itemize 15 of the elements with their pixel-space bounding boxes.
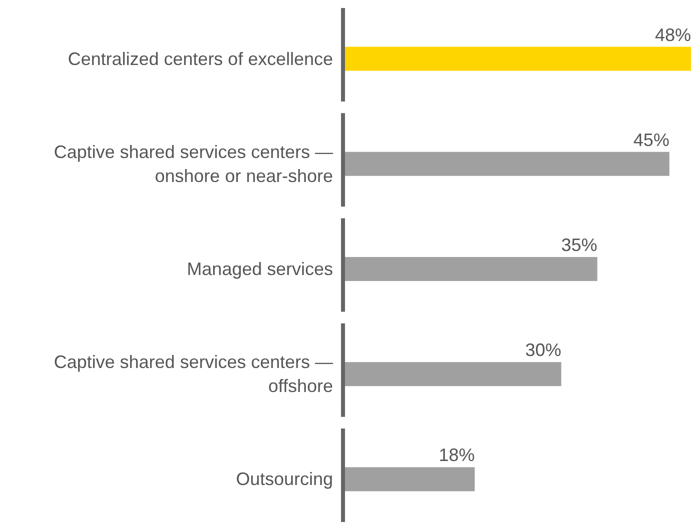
data-label: 30% — [525, 340, 562, 360]
y-tick-label: Captive shared services centers — onshore or near-shore — [54, 142, 333, 186]
data-label: 35% — [561, 235, 598, 255]
data-label: 48% — [654, 24, 691, 45]
y-tick-label: Outsourcing — [236, 469, 333, 490]
data-label: 45% — [633, 130, 670, 150]
bar — [345, 467, 475, 492]
y-tick-label: Centralized centers of excellence — [68, 48, 333, 69]
bar — [345, 362, 562, 386]
bar — [345, 46, 691, 71]
y-tick-label: Managed services — [186, 259, 333, 279]
bar — [345, 152, 670, 176]
bar — [345, 257, 598, 281]
y-tick-label: Captive shared services centers — offshore — [54, 352, 333, 396]
data-label: 18% — [438, 445, 475, 466]
